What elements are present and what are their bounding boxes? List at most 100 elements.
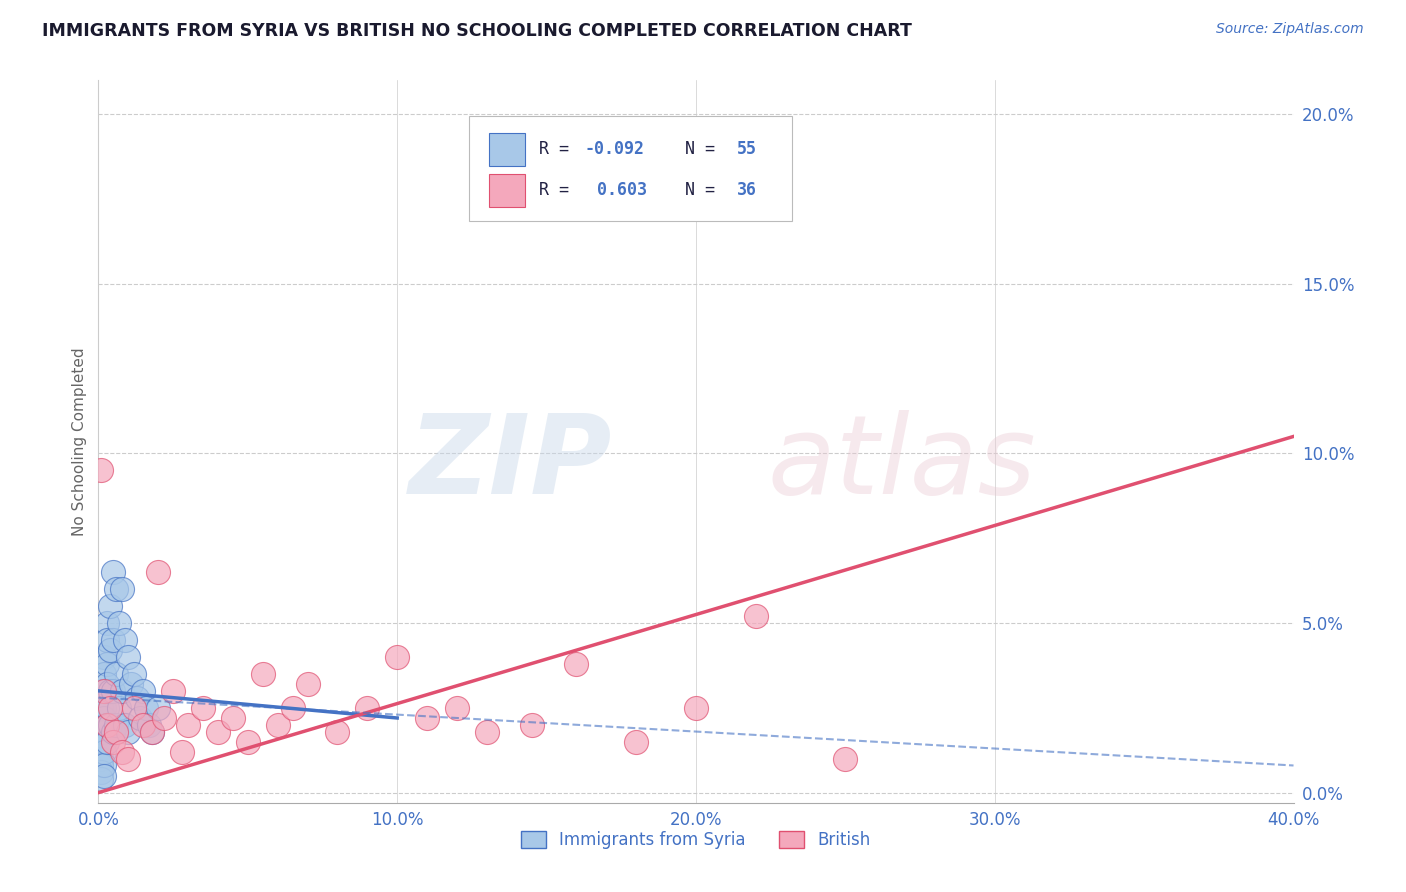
Point: [416, 711, 439, 725]
Point: [114, 632, 136, 647]
Point: [117, 752, 139, 766]
Point: [90, 772, 112, 786]
Point: [132, 684, 155, 698]
Point: [111, 745, 134, 759]
Point: [103, 724, 125, 739]
Text: -0.092: -0.092: [585, 140, 645, 158]
Point: [93, 684, 115, 698]
Point: [98, 684, 122, 698]
Point: [124, 666, 146, 681]
FancyBboxPatch shape: [470, 117, 792, 221]
FancyBboxPatch shape: [489, 174, 524, 207]
Point: [129, 711, 152, 725]
Point: [93, 701, 115, 715]
Point: [98, 718, 122, 732]
Point: [96, 677, 118, 691]
Point: [148, 701, 170, 715]
Point: [685, 701, 707, 715]
Point: [207, 724, 229, 739]
Point: [105, 582, 128, 596]
Point: [177, 718, 200, 732]
Point: [96, 632, 118, 647]
Point: [153, 711, 176, 725]
Text: atlas: atlas: [768, 409, 1036, 516]
Point: [745, 609, 768, 624]
Point: [446, 701, 468, 715]
Point: [93, 735, 115, 749]
Point: [105, 666, 128, 681]
Point: [326, 724, 349, 739]
Point: [93, 758, 115, 772]
Point: [222, 711, 245, 725]
Point: [141, 724, 163, 739]
Point: [98, 599, 122, 613]
Point: [252, 666, 274, 681]
Point: [96, 701, 118, 715]
Point: [90, 724, 112, 739]
Point: [172, 745, 194, 759]
Point: [90, 684, 112, 698]
Point: [98, 701, 122, 715]
Point: [111, 582, 134, 596]
Point: [90, 745, 112, 759]
Point: [103, 735, 125, 749]
Text: 36: 36: [737, 181, 756, 199]
Point: [297, 677, 319, 691]
Point: [93, 769, 115, 783]
Point: [834, 752, 856, 766]
Point: [356, 701, 378, 715]
Point: [93, 684, 115, 698]
Text: Source: ZipAtlas.com: Source: ZipAtlas.com: [1216, 22, 1364, 37]
Point: [108, 615, 131, 630]
Point: [141, 724, 163, 739]
Point: [96, 735, 118, 749]
Point: [105, 718, 128, 732]
Point: [385, 649, 409, 664]
Text: 0.603: 0.603: [596, 181, 647, 199]
Point: [565, 657, 588, 671]
Point: [281, 701, 304, 715]
Text: 55: 55: [737, 140, 756, 158]
Text: N =: N =: [665, 140, 725, 158]
Point: [132, 718, 155, 732]
Point: [93, 711, 115, 725]
Point: [148, 565, 170, 579]
Point: [103, 632, 125, 647]
Point: [103, 565, 125, 579]
Point: [127, 690, 149, 705]
Point: [236, 735, 259, 749]
Point: [93, 724, 115, 739]
Point: [120, 677, 142, 691]
Point: [267, 718, 290, 732]
FancyBboxPatch shape: [489, 133, 524, 166]
Point: [520, 718, 543, 732]
Point: [96, 718, 118, 732]
Point: [108, 701, 131, 715]
Point: [162, 684, 184, 698]
Point: [90, 463, 112, 477]
Y-axis label: No Schooling Completed: No Schooling Completed: [72, 347, 87, 536]
Text: IMMIGRANTS FROM SYRIA VS BRITISH NO SCHOOLING COMPLETED CORRELATION CHART: IMMIGRANTS FROM SYRIA VS BRITISH NO SCHO…: [42, 22, 912, 40]
Text: R =: R =: [540, 140, 579, 158]
Text: R =: R =: [540, 181, 589, 199]
Point: [105, 724, 128, 739]
Point: [90, 735, 112, 749]
Point: [90, 701, 112, 715]
Point: [90, 718, 112, 732]
Point: [90, 765, 112, 780]
Point: [93, 666, 115, 681]
Point: [96, 657, 118, 671]
Point: [96, 615, 118, 630]
Point: [138, 718, 160, 732]
Text: N =: N =: [665, 181, 725, 199]
Point: [98, 643, 122, 657]
Point: [111, 684, 134, 698]
Point: [114, 718, 136, 732]
Point: [90, 758, 112, 772]
Point: [93, 745, 115, 759]
Text: ZIP: ZIP: [409, 409, 613, 516]
Point: [93, 649, 115, 664]
Point: [124, 701, 146, 715]
Point: [626, 735, 648, 749]
Point: [117, 649, 139, 664]
